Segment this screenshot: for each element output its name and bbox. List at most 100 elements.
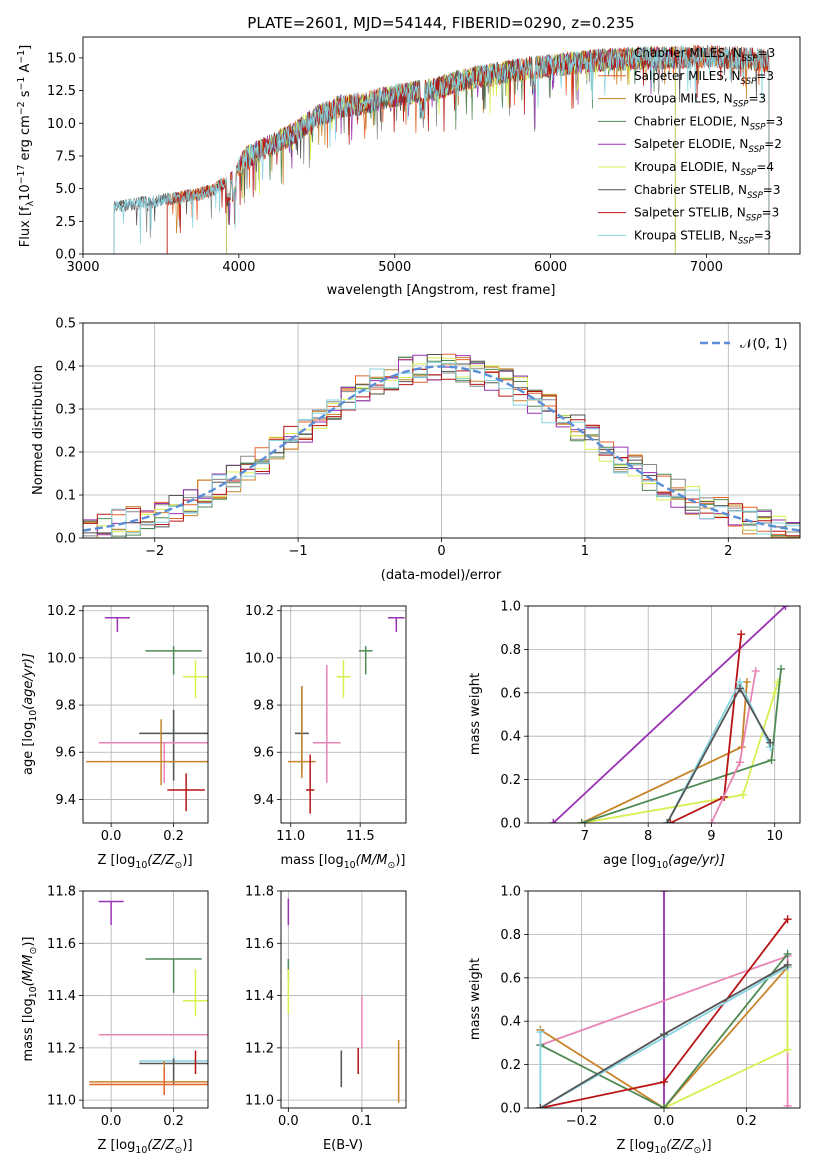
tick-label-y: 10.2 [47,604,76,619]
tick-label-x: 0.2 [163,1114,184,1129]
x-axis-label: E(B-V) [323,1138,363,1153]
label-part: SSP [741,168,758,178]
label-part: age [log [21,722,36,775]
tick-label-y: 2.5 [55,215,76,230]
label-part: Salpeter ELODIE, N [634,137,748,151]
label-part: )] [182,1138,192,1153]
weight-marker [781,606,790,610]
grid [83,890,208,1108]
weight-marker [549,819,558,823]
tick-label-x: 4000 [222,260,255,275]
label-part: 10 [344,860,356,871]
tick-label-y: 11.4 [47,989,76,1004]
grid [281,890,406,1108]
tick-label-x: 10 [766,829,783,844]
axes-frame [82,605,209,824]
label-part: ] [18,45,33,50]
label-part: )] [701,1138,711,1153]
x-axis-label: Z [log10(Z/Z⊙)] [616,1138,711,1156]
x-axis-label: age [log10(age/yr)] [603,853,725,871]
panel-age_vs_Z: 0.0 0.29.49.69.810.010.2Z [log10(Z/Z⊙)]ag… [21,604,209,871]
weight-marker [663,819,672,823]
label-part: Salpeter MILES, N [634,69,741,83]
plot-area [86,617,208,812]
label-part: −17 [16,165,27,185]
weight-marker [660,891,668,895]
label-part: λ [25,200,36,206]
label-part: SSP [747,191,764,201]
tick-label-y: 0.6 [500,971,521,986]
tick-label-y: 0.1 [55,489,76,504]
tick-label-y: 10.0 [47,117,76,132]
panel-residuals: −2 −1 0 1 2 0.0 0.1 0.2 0.3 0.4 0.5 (data-model)/er… [31,317,801,583]
label-part: =3 [765,114,783,128]
legend-label: Salpeter MILES, NSSP=3 [634,69,774,87]
legend-label: Kroupa MILES, NSSP=3 [634,92,766,110]
tick-label-x: 8 [644,829,652,844]
weight-marker [666,819,675,823]
axes-frame [527,605,801,824]
label-part: Chabrier STELIB, N [634,183,747,197]
tick-label-x: 3000 [66,260,99,275]
plot-area [89,900,208,1095]
axes-frame [82,322,801,539]
axes-frame [280,890,407,1109]
tick-label-y: 11.2 [245,1041,274,1056]
tick-label-y: 9.6 [55,746,76,761]
tick-label-y: 11.6 [47,937,76,952]
label-part: age [log [603,853,656,868]
tick-label-x: −1 [289,544,308,559]
label-part: =3 [754,228,772,242]
weight-line [552,606,787,823]
tick-label-y: 9.4 [55,793,76,808]
weight-marker [737,630,746,639]
label-part: 10 [28,986,39,998]
panel-mass_vs_Z: 0.0 0.211.011.211.411.611.8Z [log10(Z/Z⊙)… [21,885,209,1156]
label-part: ⊙ [175,1145,183,1156]
weight-marker [783,949,792,958]
y-axis-label: mass weight [468,673,483,755]
label-part: 10 [18,184,33,201]
tick-label-y: 11.0 [47,1094,76,1109]
tick-label-y: 1.0 [500,600,521,615]
label-part: 10 [656,860,668,871]
label-part: SSP [733,100,750,110]
label-part: =3 [763,183,781,197]
histogram-series [83,362,800,538]
label-part: ⊙ [387,860,395,871]
label-part: SSP [742,54,759,64]
tick-label-x: 0.2 [163,829,184,844]
tick-label-x: 0 [437,544,445,559]
tick-label-x: 0.0 [101,829,122,844]
label-part: 10 [654,1145,666,1156]
tick-label-x: 7000 [690,260,723,275]
label-part: Kroupa STELIB, N [634,228,738,242]
tick-label-y: 0.2 [500,773,521,788]
tick-label-x: 11.0 [276,829,305,844]
tick-label-y: 0.2 [55,446,76,461]
label-part: mass [log [21,998,36,1061]
tick-label-x: 5000 [378,260,411,275]
label-part: SSP [750,122,767,132]
tick-label-x: 2 [724,544,732,559]
label-part: −1 [16,77,27,91]
tick-label-y: 7.5 [55,149,76,164]
label-part: Salpeter STELIB, N [634,206,746,220]
tick-label-x: −0.2 [566,1114,598,1129]
grid [528,605,800,824]
tick-label-x: 0.0 [101,1114,122,1129]
tick-label-x: 11.5 [346,829,375,844]
tick-label-y: 0.8 [500,643,521,658]
tick-label-x: −2 [145,544,164,559]
label-part: =3 [756,69,774,83]
legend-label: Salpeter ELODIE, NSSP=2 [634,137,782,155]
label-part: Flux [f [18,206,33,247]
label-part: Z [log [97,1138,135,1153]
label-part: (age/yr)] [668,853,725,868]
tick-label-y: 9.8 [253,699,274,714]
tick-label-y: 10.2 [245,604,274,619]
tick-label-y: 9.8 [55,699,76,714]
axes-frame [82,890,209,1109]
weight-marker [735,684,744,693]
